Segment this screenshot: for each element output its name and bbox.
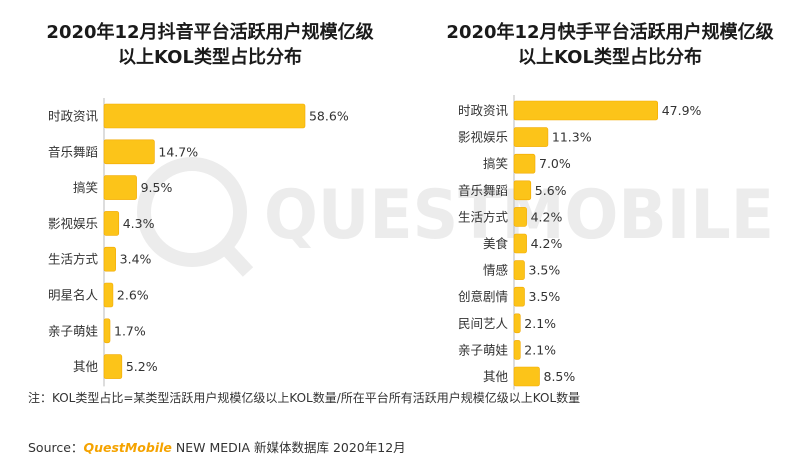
value-label-douyin-5: 2.6% <box>117 288 149 303</box>
value-label-kuaishou-3: 5.6% <box>535 183 567 198</box>
category-label-kuaishou-7: 创意剧情 <box>458 289 508 304</box>
value-label-douyin-7: 5.2% <box>126 359 158 374</box>
category-label-kuaishou-10: 其他 <box>483 369 509 384</box>
bar-kuaishou-7 <box>513 286 525 307</box>
category-label-douyin-1: 音乐舞蹈 <box>48 144 98 159</box>
bar-kuaishou-1 <box>513 127 549 147</box>
category-label-kuaishou-4: 生活方式 <box>458 209 509 224</box>
category-label-douyin-0: 时政资讯 <box>48 109 99 124</box>
value-label-kuaishou-5: 4.2% <box>531 236 563 251</box>
value-label-kuaishou-2: 7.0% <box>539 156 571 171</box>
bar-kuaishou-3 <box>513 180 532 201</box>
category-label-kuaishou-6: 情感 <box>483 263 508 278</box>
value-label-kuaishou-4: 4.2% <box>531 209 563 224</box>
source-line: Source：QuestMobile NEW MEDIA 新媒体数据库 2020… <box>28 437 406 456</box>
chart-title-douyin: 2020年12月抖音平台活跃用户规模亿级 以上KOL类型占比分布 <box>40 20 380 70</box>
value-label-kuaishou-0: 47.9% <box>662 103 702 118</box>
category-label-kuaishou-8: 民间艺人 <box>458 316 509 331</box>
chart-title-douyin-line1: 2020年12月抖音平台活跃用户规模亿级 <box>46 22 374 43</box>
footnote: 注：KOL类型占比=某类型活跃用户规模亿级以上KOL数量/所在平台所有活跃用户规… <box>28 391 581 405</box>
bar-douyin-4 <box>103 246 116 272</box>
bar-kuaishou-2 <box>513 153 536 174</box>
bar-kuaishou-6 <box>513 260 525 280</box>
category-label-kuaishou-5: 美食 <box>483 236 509 251</box>
bar-douyin-1 <box>103 139 155 165</box>
bar-kuaishou-10 <box>513 366 540 387</box>
value-label-kuaishou-8: 2.1% <box>524 316 556 331</box>
bar-kuaishou-9 <box>513 340 521 360</box>
value-label-douyin-0: 58.6% <box>309 109 349 124</box>
value-label-kuaishou-1: 11.3% <box>552 130 592 145</box>
category-label-douyin-7: 其他 <box>73 359 99 374</box>
chart-title-kuaishou-line1: 2020年12月快手平台活跃用户规模亿级 <box>446 22 774 43</box>
category-label-kuaishou-1: 影视娱乐 <box>458 130 508 145</box>
chart-title-kuaishou: 2020年12月快手平台活跃用户规模亿级 以上KOL类型占比分布 <box>420 20 800 70</box>
value-label-kuaishou-9: 2.1% <box>524 342 556 357</box>
category-label-douyin-3: 影视娱乐 <box>48 216 98 231</box>
category-label-douyin-2: 搞笑 <box>73 180 98 195</box>
category-label-kuaishou-3: 音乐舞蹈 <box>458 183 508 198</box>
chart-title-kuaishou-line2: 以上KOL类型占比分布 <box>518 47 702 68</box>
category-label-douyin-4: 生活方式 <box>48 252 99 267</box>
category-label-kuaishou-0: 时政资讯 <box>458 103 509 118</box>
value-label-douyin-6: 1.7% <box>114 323 146 338</box>
value-label-douyin-3: 4.3% <box>123 216 155 231</box>
bar-douyin-5 <box>103 282 114 308</box>
bar-douyin-7 <box>103 354 123 379</box>
bar-kuaishou-0 <box>513 100 658 121</box>
category-label-kuaishou-2: 搞笑 <box>483 156 508 171</box>
value-label-kuaishou-6: 3.5% <box>529 263 561 278</box>
bar-kuaishou-4 <box>513 207 527 227</box>
value-label-kuaishou-10: 8.5% <box>544 369 576 384</box>
source-prefix: Source： <box>28 440 84 455</box>
category-label-douyin-6: 亲子萌娃 <box>48 323 98 338</box>
bar-douyin-0 <box>103 103 306 129</box>
bar-douyin-2 <box>103 175 137 200</box>
value-label-douyin-4: 3.4% <box>120 252 152 267</box>
value-label-douyin-1: 14.7% <box>158 144 198 159</box>
bar-douyin-6 <box>103 318 111 344</box>
bar-kuaishou-8 <box>513 313 521 334</box>
chart-title-douyin-line2: 以上KOL类型占比分布 <box>118 47 302 68</box>
source-suffix: NEW MEDIA 新媒体数据库 2020年12月 <box>171 440 406 455</box>
value-label-douyin-2: 9.5% <box>141 180 173 195</box>
source-brand: QuestMobile <box>83 440 172 455</box>
category-label-douyin-5: 明星名人 <box>48 288 99 303</box>
bar-kuaishou-5 <box>513 233 527 254</box>
value-label-kuaishou-7: 3.5% <box>529 289 561 304</box>
category-label-kuaishou-9: 亲子萌娃 <box>458 342 508 357</box>
bar-douyin-3 <box>103 211 120 236</box>
